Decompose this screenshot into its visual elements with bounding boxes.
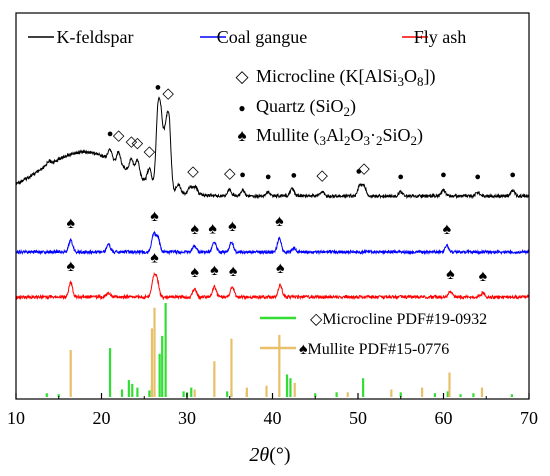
mullite-marker: ♠ bbox=[66, 258, 75, 275]
mullite-marker: ♠ bbox=[66, 215, 75, 232]
quartz-marker: ● bbox=[155, 81, 162, 93]
microcline-marker: ◇ bbox=[144, 144, 156, 160]
microcline-marker: ◇ bbox=[358, 161, 370, 177]
mullite-marker: ♠ bbox=[150, 249, 159, 266]
microcline-marker: ◇ bbox=[113, 128, 125, 144]
phase-legend-label: Mullite (3​Al2​O3​·2​SiO2​) bbox=[256, 125, 423, 148]
x-axis: 10 20 30 40 50 60 70 bbox=[7, 393, 538, 428]
quartz-marker: ● bbox=[291, 170, 298, 182]
microcline-marker: ◇ bbox=[224, 166, 236, 182]
x-tick-label: 10 bbox=[7, 408, 25, 428]
x-tick-label: 20 bbox=[93, 408, 111, 428]
quartz-marker: ● bbox=[474, 171, 481, 183]
x-axis-title-unit: (°) bbox=[269, 444, 290, 466]
mullite-marker: ♠ bbox=[276, 260, 285, 277]
quartz-marker: ● bbox=[107, 128, 114, 140]
phase-legend-symbol: ◇ bbox=[235, 67, 249, 86]
series-line-k-feldspar bbox=[15, 96, 530, 200]
phase-legend-symbol: ♠ bbox=[237, 126, 246, 145]
mullite-marker: ♠ bbox=[479, 268, 488, 285]
x-axis-title-variable: 2θ bbox=[249, 444, 269, 466]
series-line-coal-gangue bbox=[15, 230, 530, 256]
microcline-marker: ◇ bbox=[187, 164, 199, 180]
mullite-marker: ♠ bbox=[150, 208, 159, 225]
plot-area: ● ◇ ◇◇◇● ◇◇ ◇ ● ● ● ◇ ●◇ ● ● ● ●♠ ♠♠ ♠ ♠ ♠ ♠♠♠♠ ♠ ♠ ♠ ♠ ♠ bbox=[15, 81, 530, 397]
mullite-marker: ♠ bbox=[443, 221, 452, 238]
x-axis-title: 2θ(°) bbox=[249, 444, 290, 466]
microcline-marker: ◇ bbox=[126, 134, 138, 150]
x-tick-label: 50 bbox=[349, 408, 367, 428]
phase-legend: ◇ Microcline (K[AlSi3​O8​]) ● Quartz (SiO2​… bbox=[235, 66, 435, 148]
microcline-marker: ◇ bbox=[132, 136, 144, 152]
legend: K-feldspar Coal gangue Fly ash bbox=[28, 27, 466, 47]
mullite-marker: ♠ bbox=[190, 221, 199, 238]
mullite-marker: ♠ bbox=[229, 263, 238, 280]
x-tick-label: 40 bbox=[264, 408, 282, 428]
phase-legend-symbol: ● bbox=[238, 101, 245, 115]
x-tick-label: 30 bbox=[178, 408, 196, 428]
quartz-marker: ● bbox=[509, 169, 516, 181]
x-tick-label: 60 bbox=[435, 408, 453, 428]
mullite-marker: ♠ bbox=[275, 213, 284, 230]
quartz-marker: ● bbox=[265, 171, 272, 183]
legend-label: Fly ash bbox=[414, 27, 467, 47]
mullite-marker: ♠ bbox=[446, 266, 455, 283]
quartz-marker: ● bbox=[239, 169, 246, 181]
reference-legend-label: ◇Microcline PDF#19-0932 bbox=[310, 311, 487, 328]
microcline-marker: ◇ bbox=[316, 168, 328, 184]
mullite-marker: ♠ bbox=[190, 264, 199, 281]
mullite-marker: ♠ bbox=[228, 218, 237, 235]
quartz-marker: ● bbox=[356, 166, 363, 178]
reference-legend-label: ♠Mullite PDF#15-0776 bbox=[299, 341, 449, 358]
legend-label: Coal gangue bbox=[217, 27, 307, 47]
phase-legend-label: Microcline (K[AlSi3​O8​]) bbox=[256, 66, 435, 89]
quartz-marker: ● bbox=[440, 169, 447, 181]
legend-label: K-feldspar bbox=[57, 27, 134, 47]
phase-legend-label: Quartz (SiO2​) bbox=[256, 96, 356, 119]
mullite-marker: ♠ bbox=[210, 262, 219, 279]
reference-legend: ◇Microcline PDF#19-0932 ♠Mullite PDF#15-0… bbox=[260, 311, 487, 358]
quartz-marker: ● bbox=[397, 171, 404, 183]
x-tick-label: 70 bbox=[520, 408, 538, 428]
series-line-fly-ash bbox=[15, 271, 530, 301]
microcline-marker: ◇ bbox=[162, 86, 174, 102]
mullite-marker: ♠ bbox=[208, 220, 217, 237]
